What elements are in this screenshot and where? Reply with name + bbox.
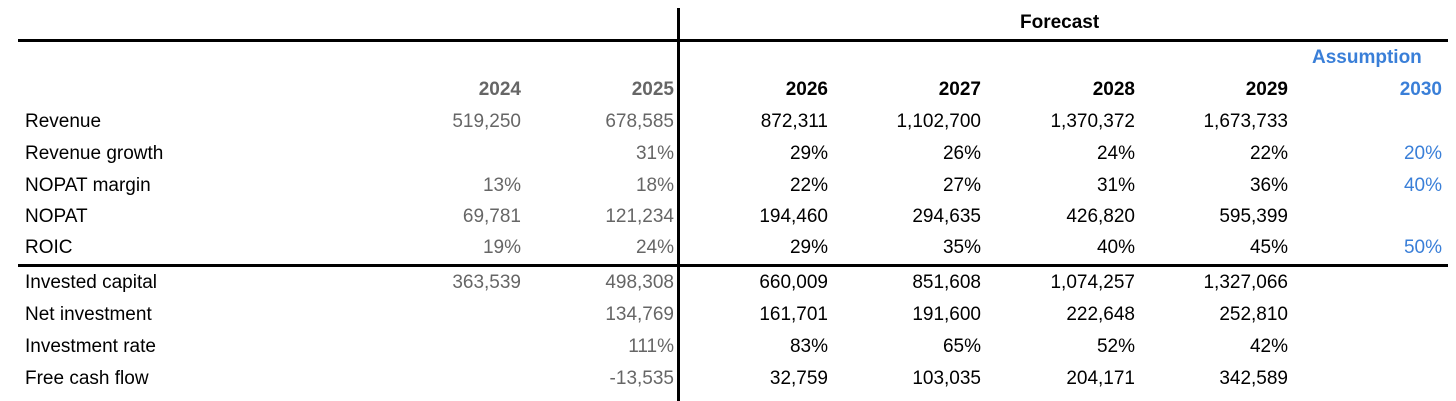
cell-nopat-margin-2024: 13% (482, 175, 521, 196)
cell-net-investment-2029: 252,810 (1219, 304, 1288, 325)
cell-revenue-growth-2029: 22% (1249, 143, 1288, 164)
cell-revenue-2029: 1,673,733 (1203, 111, 1288, 132)
cell-free-cash-flow-2029: 342,589 (1219, 368, 1288, 389)
row-label-invested-capital: Invested capital (25, 272, 158, 293)
year-header-2027: 2027 (938, 79, 981, 100)
cell-revenue-2025: 678,585 (605, 111, 674, 132)
assumption-header: Assumption (1312, 47, 1422, 68)
cell-nopat-margin-2028: 31% (1096, 175, 1135, 196)
cell-nopat-2027: 294,635 (912, 206, 981, 227)
cell-revenue-2027: 1,102,700 (896, 111, 981, 132)
cell-roic-2028: 40% (1096, 237, 1135, 258)
cell-revenue-growth-2026: 29% (789, 143, 828, 164)
row-label-nopat-margin: NOPAT margin (25, 175, 151, 196)
cell-revenue-growth-2028: 24% (1096, 143, 1135, 164)
section-divider-rule (18, 264, 1448, 267)
cell-revenue-2028: 1,370,372 (1050, 111, 1135, 132)
cell-roic-2026: 29% (789, 237, 828, 258)
year-header-2025: 2025 (631, 79, 674, 100)
header-rule (18, 39, 1448, 42)
row-label-roic: ROIC (25, 237, 73, 258)
cell-roic-2030: 50% (1403, 237, 1442, 258)
cell-free-cash-flow-2026: 32,759 (769, 368, 828, 389)
cell-invested-capital-2025: 498,308 (605, 272, 674, 293)
cell-nopat-margin-2027: 27% (942, 175, 981, 196)
year-header-2026: 2026 (785, 79, 828, 100)
cell-net-investment-2025: 134,769 (605, 304, 674, 325)
year-header-2030: 2030 (1399, 79, 1442, 100)
cell-free-cash-flow-2028: 204,171 (1066, 368, 1135, 389)
cell-nopat-2028: 426,820 (1066, 206, 1135, 227)
cell-roic-2029: 45% (1249, 237, 1288, 258)
cell-nopat-2029: 595,399 (1219, 206, 1288, 227)
cell-revenue-growth-2025: 31% (635, 143, 674, 164)
cell-nopat-2026: 194,460 (759, 206, 828, 227)
cell-net-investment-2028: 222,648 (1066, 304, 1135, 325)
cell-nopat-margin-2030: 40% (1403, 175, 1442, 196)
forecast-divider-rule (677, 8, 680, 401)
cell-investment-rate-2027: 65% (942, 336, 981, 357)
cell-invested-capital-2028: 1,074,257 (1050, 272, 1135, 293)
cell-investment-rate-2028: 52% (1096, 336, 1135, 357)
row-label-free-cash-flow: Free cash flow (25, 368, 149, 389)
cell-revenue-2026: 872,311 (760, 111, 828, 132)
cell-invested-capital-2027: 851,608 (912, 272, 981, 293)
cell-nopat-margin-2026: 22% (789, 175, 828, 196)
cell-net-investment-2027: 191,600 (912, 304, 981, 325)
cell-nopat-margin-2025: 18% (635, 175, 674, 196)
cell-free-cash-flow-2027: 103,035 (912, 368, 981, 389)
cell-free-cash-flow-2025: -13,535 (609, 368, 674, 389)
cell-invested-capital-2029: 1,327,066 (1203, 272, 1288, 293)
cell-invested-capital-2024: 363,539 (452, 272, 521, 293)
cell-nopat-margin-2029: 36% (1249, 175, 1288, 196)
year-header-2029: 2029 (1245, 79, 1288, 100)
year-header-2028: 2028 (1092, 79, 1135, 100)
row-label-nopat: NOPAT (25, 206, 88, 227)
cell-revenue-growth-2027: 26% (942, 143, 981, 164)
cell-roic-2025: 24% (635, 237, 674, 258)
cell-nopat-2025: 121,234 (605, 206, 674, 227)
cell-net-investment-2026: 161,701 (759, 304, 828, 325)
cell-revenue-2024: 519,250 (452, 111, 521, 132)
cell-nopat-2024: 69,781 (462, 206, 521, 227)
row-label-revenue: Revenue (25, 111, 102, 132)
forecast-header: Forecast (1020, 12, 1100, 33)
row-label-investment-rate: Investment rate (25, 336, 156, 357)
cell-roic-2024: 19% (482, 237, 521, 258)
cell-invested-capital-2026: 660,009 (759, 272, 828, 293)
cell-investment-rate-2029: 42% (1249, 336, 1288, 357)
row-label-revenue-growth: Revenue growth (25, 143, 164, 164)
year-header-2024: 2024 (478, 79, 521, 100)
cell-revenue-growth-2030: 20% (1403, 143, 1442, 164)
cell-roic-2027: 35% (942, 237, 981, 258)
cell-investment-rate-2026: 83% (789, 336, 828, 357)
cell-investment-rate-2025: 111% (628, 336, 674, 357)
row-label-net-investment: Net investment (25, 304, 152, 325)
